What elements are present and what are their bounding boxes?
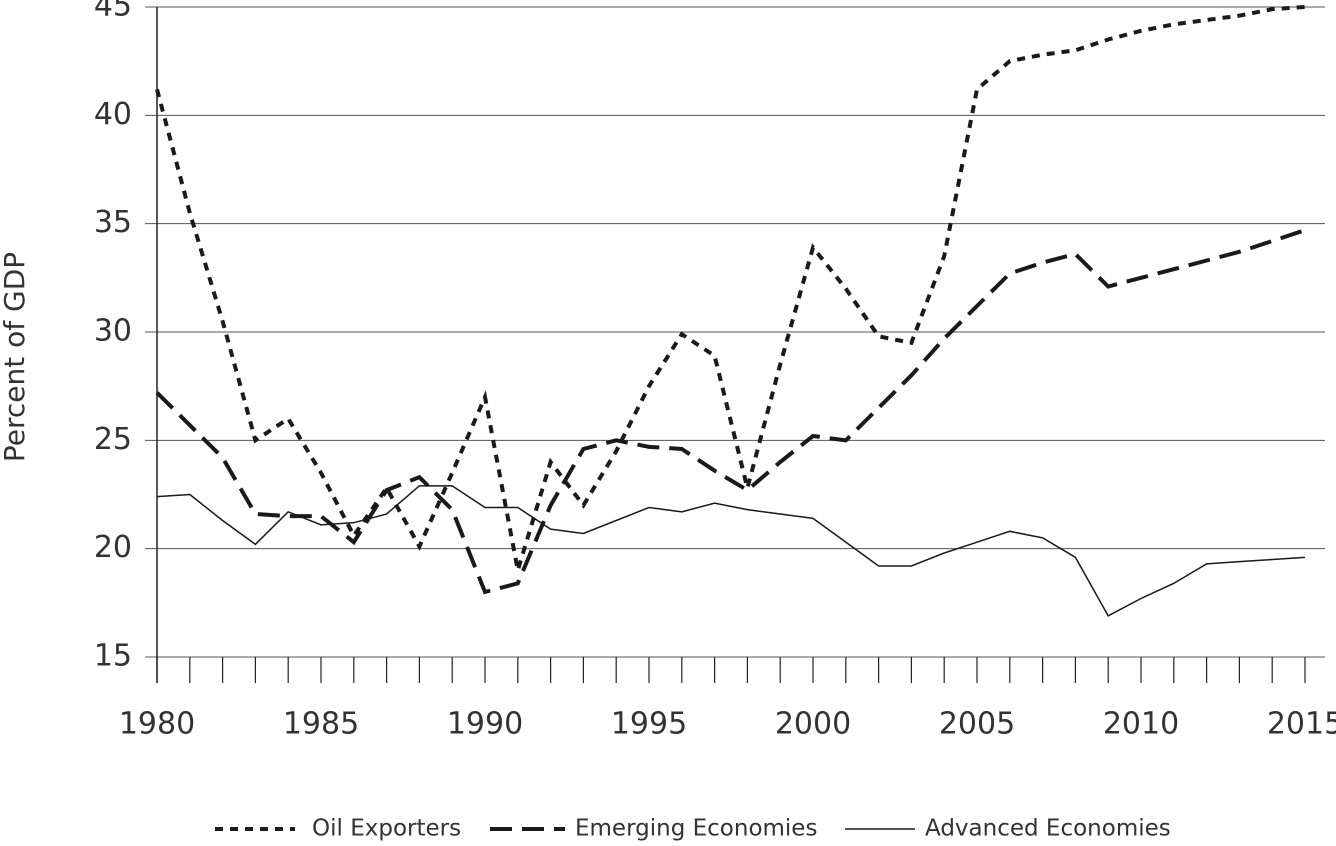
y-axis-label: Percent of GDP: [0, 252, 31, 462]
y-tick-label: 30: [94, 314, 132, 349]
y-tick-label: 40: [94, 97, 132, 132]
y-tick-label: 15: [94, 639, 132, 674]
series-line: [155, 228, 1306, 595]
legend-label: Emerging Economies: [575, 816, 817, 842]
x-tick-label: 2010: [1103, 707, 1179, 742]
x-tick-label: 1990: [447, 707, 523, 742]
legend-label: Advanced Economies: [925, 816, 1171, 842]
y-tick-label: 20: [94, 530, 132, 565]
x-tick-label: 1995: [611, 707, 687, 742]
x-tick-label: 1985: [283, 707, 359, 742]
y-tick-label: 45: [94, 0, 132, 24]
x-tick-label: 2000: [775, 707, 851, 742]
x-tick-label: 1980: [119, 707, 195, 742]
legend-label: Oil Exporters: [312, 816, 461, 842]
series-line: [155, 5, 1306, 571]
x-tick-label: 2005: [939, 707, 1015, 742]
series-line: [156, 485, 1306, 617]
y-tick-label: 35: [94, 205, 132, 240]
x-tick-label: 2015: [1267, 707, 1336, 742]
y-tick-label: 25: [94, 422, 132, 457]
